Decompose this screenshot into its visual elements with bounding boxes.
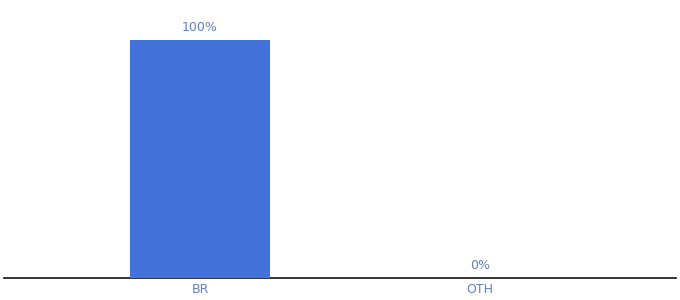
Bar: [130, 40, 270, 278]
Text: 100%: 100%: [182, 21, 218, 34]
Text: 0%: 0%: [470, 259, 490, 272]
